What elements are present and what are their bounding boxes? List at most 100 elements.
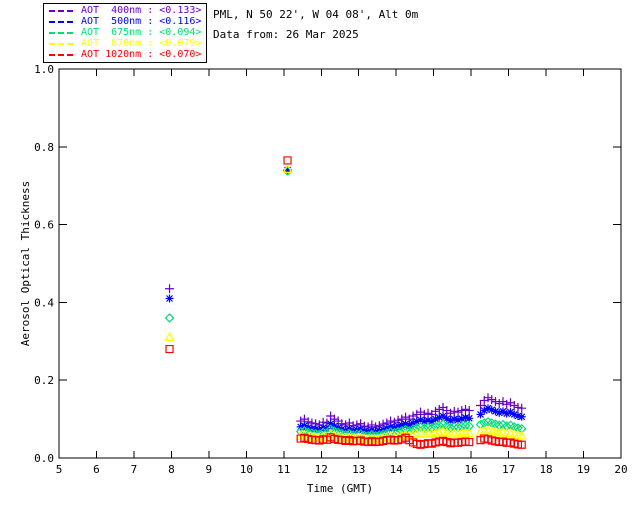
legend-entry-675nm: AOT 675nm : <0.094> bbox=[49, 27, 204, 38]
data-point-marker bbox=[416, 407, 426, 417]
y-tick-label: 0.0 bbox=[34, 452, 54, 465]
data-point-marker bbox=[446, 416, 455, 425]
data-point-marker bbox=[282, 163, 293, 173]
data-point-marker bbox=[326, 419, 335, 428]
data-point-marker bbox=[491, 407, 500, 416]
data-point-marker bbox=[411, 423, 422, 433]
data-point-marker bbox=[434, 404, 444, 414]
data-point-marker bbox=[487, 405, 496, 414]
data-point-marker bbox=[517, 403, 527, 413]
series-aot-870nm bbox=[164, 163, 527, 444]
data-point-marker bbox=[517, 412, 526, 421]
x-tick-label: 16 bbox=[465, 463, 478, 476]
data-point-marker bbox=[502, 399, 512, 409]
data-point-marker bbox=[495, 408, 504, 417]
data-point-marker bbox=[420, 417, 429, 426]
legend-entry-500nm: AOT 500nm : <0.116> bbox=[49, 16, 204, 27]
data-point-marker bbox=[509, 400, 519, 410]
data-point-marker bbox=[461, 404, 471, 414]
data-point-marker bbox=[283, 156, 292, 165]
data-point-marker bbox=[457, 414, 466, 423]
x-tick-label: 5 bbox=[56, 463, 63, 476]
line-style-sample-icon bbox=[49, 43, 76, 46]
data-point-marker bbox=[430, 421, 441, 432]
data-point-marker bbox=[419, 423, 430, 433]
data-point-marker bbox=[329, 414, 339, 424]
data-point-marker bbox=[164, 313, 175, 323]
x-axis-title: Time (GMT) bbox=[307, 482, 373, 495]
data-point-marker bbox=[375, 437, 384, 446]
data-point-marker bbox=[483, 393, 493, 403]
data-point-marker bbox=[516, 430, 527, 440]
y-tick-label: 1.0 bbox=[34, 63, 54, 76]
data-point-marker bbox=[513, 411, 522, 420]
data-point-marker bbox=[164, 331, 175, 342]
data-point-marker bbox=[408, 424, 418, 435]
data-point-marker bbox=[506, 408, 515, 417]
data-point-marker bbox=[465, 414, 474, 423]
data-point-marker bbox=[330, 422, 339, 431]
data-point-marker bbox=[393, 436, 403, 445]
data-point-marker bbox=[464, 427, 475, 438]
data-point-marker bbox=[300, 421, 309, 430]
data-point-marker bbox=[394, 422, 403, 431]
data-point-marker bbox=[378, 436, 388, 445]
data-point-marker bbox=[165, 284, 175, 294]
line-style-sample-icon bbox=[49, 20, 76, 23]
x-tick-label: 8 bbox=[168, 463, 175, 476]
x-tick-label: 19 bbox=[577, 463, 590, 476]
x-tick-label: 11 bbox=[277, 463, 290, 476]
data-point-marker bbox=[483, 404, 492, 413]
data-point-marker bbox=[439, 411, 448, 420]
data-point-marker bbox=[476, 410, 485, 419]
data-point-marker bbox=[464, 406, 474, 416]
y-tick-label: 0.2 bbox=[34, 374, 54, 387]
data-point-marker bbox=[453, 422, 463, 433]
data-point-marker bbox=[426, 423, 437, 433]
data-point-marker bbox=[165, 344, 174, 354]
legend-entry-label: AOT 870nm : <0.079> bbox=[81, 38, 202, 50]
station-info: PML, N 50 22', W 04 08', Alt 0m Data fro… bbox=[213, 5, 418, 45]
y-tick-label: 0.8 bbox=[34, 141, 54, 154]
data-point-marker bbox=[409, 418, 418, 427]
legend-entry-label: AOT 400nm : <0.133> bbox=[81, 4, 202, 16]
y-tick-label: 0.4 bbox=[34, 296, 54, 309]
x-tick-label: 14 bbox=[390, 463, 404, 476]
data-point-marker bbox=[498, 407, 507, 416]
data-point-marker bbox=[449, 422, 460, 432]
data-point-marker bbox=[435, 413, 444, 422]
data-point-marker bbox=[322, 435, 331, 444]
data-point-marker bbox=[476, 400, 485, 410]
data-point-marker bbox=[423, 408, 433, 418]
line-style-sample-icon bbox=[49, 54, 76, 57]
data-point-marker bbox=[487, 395, 497, 405]
x-tick-label: 10 bbox=[240, 463, 253, 476]
data-point-marker bbox=[431, 438, 440, 447]
data-point-marker bbox=[454, 415, 463, 424]
x-tick-label: 6 bbox=[93, 463, 100, 476]
data-point-marker bbox=[416, 440, 425, 449]
legend-entry-label: AOT 1020nm : <0.070> bbox=[81, 49, 202, 61]
data-point-marker bbox=[461, 413, 470, 422]
data-point-marker bbox=[513, 402, 523, 412]
x-tick-label: 18 bbox=[539, 463, 552, 476]
legend-entry-870nm: AOT 870nm : <0.079> bbox=[49, 39, 204, 50]
x-tick-label: 7 bbox=[131, 463, 138, 476]
x-tick-label: 12 bbox=[315, 463, 328, 476]
data-point-marker bbox=[427, 417, 436, 426]
data-point-marker bbox=[397, 420, 406, 429]
data-point-marker bbox=[408, 411, 418, 421]
data-point-marker bbox=[446, 408, 456, 418]
data-point-marker bbox=[476, 436, 485, 445]
legend-entry-400nm: AOT 400nm : <0.133> bbox=[49, 5, 204, 16]
line-style-sample-icon bbox=[49, 9, 76, 12]
data-point-marker bbox=[424, 416, 433, 425]
data-point-marker bbox=[453, 438, 463, 447]
y-tick-label: 0.6 bbox=[34, 219, 54, 232]
data-point-marker bbox=[442, 414, 451, 423]
legend: AOT 400nm : <0.133> AOT 500nm : <0.116> AO… bbox=[43, 3, 207, 63]
data-point-marker bbox=[450, 415, 459, 424]
data-point-marker bbox=[283, 166, 292, 175]
